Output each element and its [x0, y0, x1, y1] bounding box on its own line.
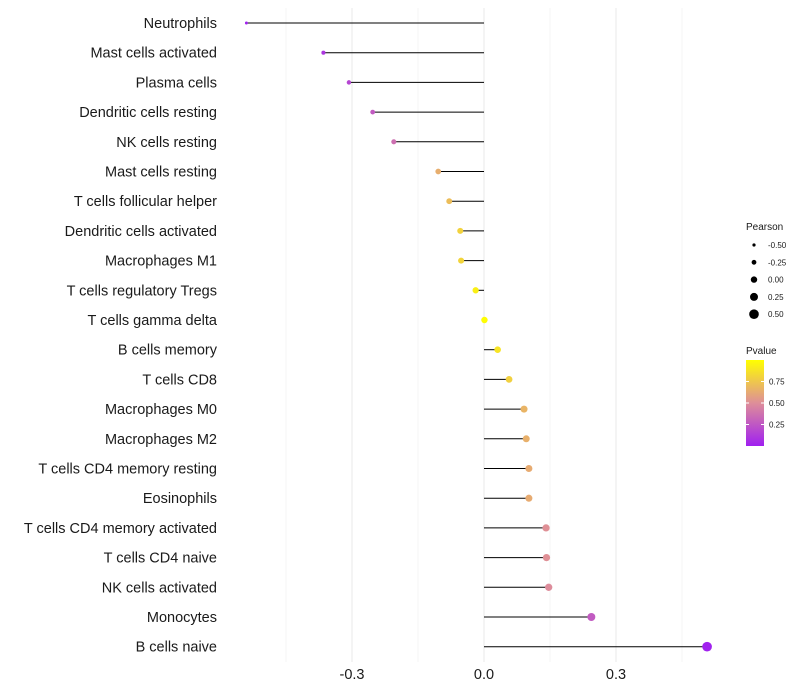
category-label: NK cells resting — [116, 135, 217, 151]
category-label: T cells CD4 memory activated — [24, 521, 217, 537]
lollipop-dot — [346, 80, 352, 85]
dot-layer — [244, 21, 712, 652]
lollipop-dot — [505, 376, 513, 383]
lollipop-dot — [702, 641, 712, 652]
color-legend-label: 0.75 — [769, 378, 785, 387]
lollipop-dot — [457, 227, 464, 234]
category-label: B cells naive — [136, 640, 217, 656]
color-legend-ticks: 0.75 0.50 0.25 — [746, 378, 785, 430]
lollipop-dot — [525, 464, 533, 473]
category-label: Neutrophils — [144, 16, 217, 32]
lollipop-dot — [391, 139, 397, 145]
size-legend-dot — [750, 292, 758, 301]
grid-layer — [285, 8, 683, 662]
pvalue-colorbar — [746, 360, 764, 446]
size-legend-dot — [752, 243, 756, 247]
category-label: Plasma cells — [136, 75, 217, 91]
category-label: B cells memory — [118, 343, 218, 359]
size-legend-dot — [750, 276, 758, 283]
lollipop-dot — [458, 257, 465, 264]
color-legend-label: 0.25 — [769, 421, 785, 430]
lollipop-dot — [542, 524, 550, 532]
category-label: Mast cells resting — [105, 165, 217, 181]
lollipop-dot — [522, 435, 530, 443]
lollipop-dot — [321, 50, 326, 55]
size-legend-dot — [749, 309, 759, 320]
color-legend-label: 0.50 — [769, 399, 785, 408]
category-label: Macrophages M1 — [105, 254, 217, 270]
category-label: NK cells activated — [102, 580, 217, 596]
category-label: Dendritic cells resting — [79, 105, 217, 121]
category-label: Mast cells activated — [90, 46, 217, 62]
lollipop-dot — [446, 198, 453, 205]
size-legend-label: -0.50 — [768, 241, 787, 250]
category-label: T cells gamma delta — [88, 313, 218, 329]
lollipop-dot — [520, 405, 528, 413]
category-label: Monocytes — [147, 610, 217, 626]
lollipop-dot — [545, 583, 553, 591]
size-legend-label: -0.25 — [768, 258, 787, 267]
category-label: Dendritic cells activated — [65, 224, 217, 240]
size-legend-label: 0.00 — [768, 276, 784, 285]
size-legend-dot — [751, 259, 757, 265]
lollipop-dot — [370, 109, 376, 115]
lollipop-dot — [494, 346, 501, 353]
category-label: Macrophages M0 — [105, 402, 217, 418]
category-labels: Neutrophils Mast cells activated Plasma ce… — [24, 16, 218, 656]
lollipop-dot — [587, 613, 596, 621]
category-label: Macrophages M2 — [105, 432, 217, 448]
x-tick-label: -0.3 — [340, 667, 365, 683]
category-label: T cells CD8 — [142, 372, 217, 388]
category-label: T cells regulatory Tregs — [67, 283, 217, 299]
lollipop-dot — [525, 494, 533, 502]
lollipop-dot — [472, 287, 479, 294]
lollipop-dot — [542, 553, 551, 562]
lollipop-dot — [244, 21, 248, 25]
color-legend-title: Pvalue — [746, 346, 777, 357]
stem-layer — [246, 22, 708, 648]
size-legend-title: Pearson — [746, 222, 783, 233]
lollipop-dot — [481, 316, 488, 324]
lollipop-dot — [435, 168, 442, 175]
size-legend-label: 0.50 — [768, 310, 784, 319]
x-tick-label: 0.3 — [606, 667, 626, 683]
size-legend-label: 0.25 — [768, 293, 784, 302]
category-label: T cells CD4 naive — [104, 551, 217, 567]
size-legend: -0.50 -0.25 0.00 0.25 0.50 — [749, 241, 787, 319]
category-label: T cells follicular helper — [74, 194, 217, 210]
legend: Pearson -0.50 -0.25 0.00 0.25 0.50 Pvalue 0.… — [746, 222, 787, 446]
category-label: T cells CD4 memory resting — [38, 462, 217, 478]
category-label: Eosinophils — [143, 491, 217, 507]
x-axis-ticks: -0.3 0.0 0.3 — [340, 667, 627, 683]
x-tick-label: 0.0 — [474, 667, 494, 683]
